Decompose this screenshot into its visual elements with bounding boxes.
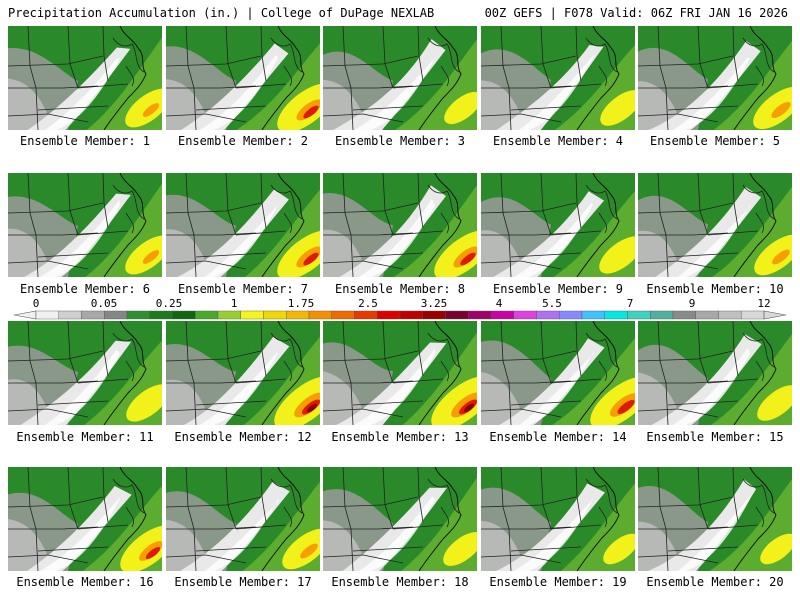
colorbar-tick-label: 0.05 bbox=[91, 297, 118, 310]
ensemble-member-map bbox=[8, 173, 162, 277]
ensemble-member-label: Ensemble Member: 16 bbox=[16, 575, 154, 589]
colorbar-segment bbox=[718, 310, 742, 320]
colorbar-segment bbox=[490, 310, 514, 320]
colorbar-tick-label: 7 bbox=[627, 297, 634, 310]
colorbar-tick-label: 9 bbox=[689, 297, 696, 310]
ensemble-member-map bbox=[323, 26, 477, 130]
colorbar-tick-label: 1.75 bbox=[288, 297, 315, 310]
colorbar-segment bbox=[58, 310, 82, 320]
colorbar-segment bbox=[627, 310, 651, 320]
ensemble-member-map bbox=[638, 26, 792, 130]
ensemble-member-map bbox=[481, 321, 635, 425]
chart-title: Precipitation Accumulation (in.) | Colle… bbox=[8, 6, 435, 20]
colorbar-segment bbox=[559, 310, 583, 320]
colorbar-segment bbox=[172, 310, 196, 320]
model-valid-time: 00Z GEFS | F078 Valid: 06Z FRI JAN 16 20… bbox=[484, 6, 788, 20]
colorbar-segment bbox=[354, 310, 378, 320]
ensemble-member-map bbox=[481, 173, 635, 277]
ensemble-member-label: Ensemble Member: 1 bbox=[19, 134, 151, 148]
colorbar-segment bbox=[104, 310, 128, 320]
ensemble-member-map bbox=[166, 321, 320, 425]
colorbar-segment bbox=[286, 310, 310, 320]
colorbar-segment bbox=[513, 310, 537, 320]
colorbar-tick-label: 3.25 bbox=[421, 297, 448, 310]
colorbar-segment bbox=[399, 310, 423, 320]
colorbar-segment bbox=[468, 310, 492, 320]
ensemble-member-label: Ensemble Member: 9 bbox=[492, 282, 624, 296]
colorbar-segment bbox=[672, 310, 696, 320]
precipitation-colorbar: 0 0.05 0.25 1 1.75 2.5 3.25 4 5.5 7 9 12 bbox=[14, 297, 786, 320]
ensemble-member-map bbox=[166, 26, 320, 130]
colorbar-segment bbox=[217, 310, 241, 320]
colorbar-segment bbox=[422, 310, 446, 320]
colorbar-tick-label: 4 bbox=[496, 297, 503, 310]
ensemble-member-label: Ensemble Member: 6 bbox=[19, 282, 151, 296]
colorbar-tick-label: 0.25 bbox=[156, 297, 183, 310]
colorbar-segment bbox=[445, 310, 469, 320]
ensemble-member-map bbox=[323, 321, 477, 425]
ensemble-member-label: Ensemble Member: 20 bbox=[646, 575, 784, 589]
ensemble-member-label: Ensemble Member: 18 bbox=[331, 575, 469, 589]
colorbar-segment bbox=[741, 310, 765, 320]
ensemble-member-map bbox=[8, 467, 162, 571]
ensemble-member-map bbox=[8, 321, 162, 425]
ensemble-member-label: Ensemble Member: 3 bbox=[334, 134, 466, 148]
colorbar-segment bbox=[604, 310, 628, 320]
colorbar-segment bbox=[35, 310, 59, 320]
colorbar-segment bbox=[377, 310, 401, 320]
colorbar-segment bbox=[81, 310, 105, 320]
ensemble-member-map bbox=[166, 173, 320, 277]
ensemble-member-label: Ensemble Member: 2 bbox=[177, 134, 309, 148]
colorbar-left-arrow bbox=[14, 310, 37, 320]
ensemble-member-label: Ensemble Member: 14 bbox=[489, 430, 627, 444]
colorbar-tick-label: 12 bbox=[757, 297, 770, 310]
ensemble-member-label: Ensemble Member: 17 bbox=[174, 575, 312, 589]
colorbar-right-arrow bbox=[763, 310, 786, 320]
ensemble-member-label: Ensemble Member: 7 bbox=[177, 282, 309, 296]
ensemble-member-label: Ensemble Member: 19 bbox=[489, 575, 627, 589]
ensemble-member-label: Ensemble Member: 12 bbox=[174, 430, 312, 444]
colorbar-tick-label: 2.5 bbox=[358, 297, 378, 310]
ensemble-member-map bbox=[323, 173, 477, 277]
colorbar-segment bbox=[263, 310, 287, 320]
ensemble-member-map bbox=[638, 173, 792, 277]
colorbar-tick-label: 1 bbox=[231, 297, 238, 310]
ensemble-member-map bbox=[166, 467, 320, 571]
colorbar-tick-label: 5.5 bbox=[542, 297, 562, 310]
colorbar-segment bbox=[695, 310, 719, 320]
colorbar-segment bbox=[650, 310, 674, 320]
colorbar-segment bbox=[581, 310, 605, 320]
colorbar-segment bbox=[536, 310, 560, 320]
colorbar-segment bbox=[240, 310, 264, 320]
ensemble-member-label: Ensemble Member: 15 bbox=[646, 430, 784, 444]
colorbar-segment bbox=[308, 310, 332, 320]
ensemble-member-label: Ensemble Member: 13 bbox=[331, 430, 469, 444]
ensemble-member-map bbox=[323, 467, 477, 571]
ensemble-member-map bbox=[638, 321, 792, 425]
ensemble-member-label: Ensemble Member: 5 bbox=[649, 134, 781, 148]
ensemble-member-map bbox=[638, 467, 792, 571]
colorbar-segment bbox=[126, 310, 150, 320]
colorbar-segment bbox=[195, 310, 219, 320]
ensemble-member-map bbox=[481, 467, 635, 571]
ensemble-member-label: Ensemble Member: 11 bbox=[16, 430, 154, 444]
colorbar-tick-label: 0 bbox=[33, 297, 40, 310]
ensemble-member-label: Ensemble Member: 10 bbox=[646, 282, 784, 296]
colorbar-segment bbox=[149, 310, 173, 320]
ensemble-member-map bbox=[481, 26, 635, 130]
colorbar-segment bbox=[331, 310, 355, 320]
ensemble-member-label: Ensemble Member: 4 bbox=[492, 134, 624, 148]
ensemble-member-map bbox=[8, 26, 162, 130]
ensemble-member-label: Ensemble Member: 8 bbox=[334, 282, 466, 296]
